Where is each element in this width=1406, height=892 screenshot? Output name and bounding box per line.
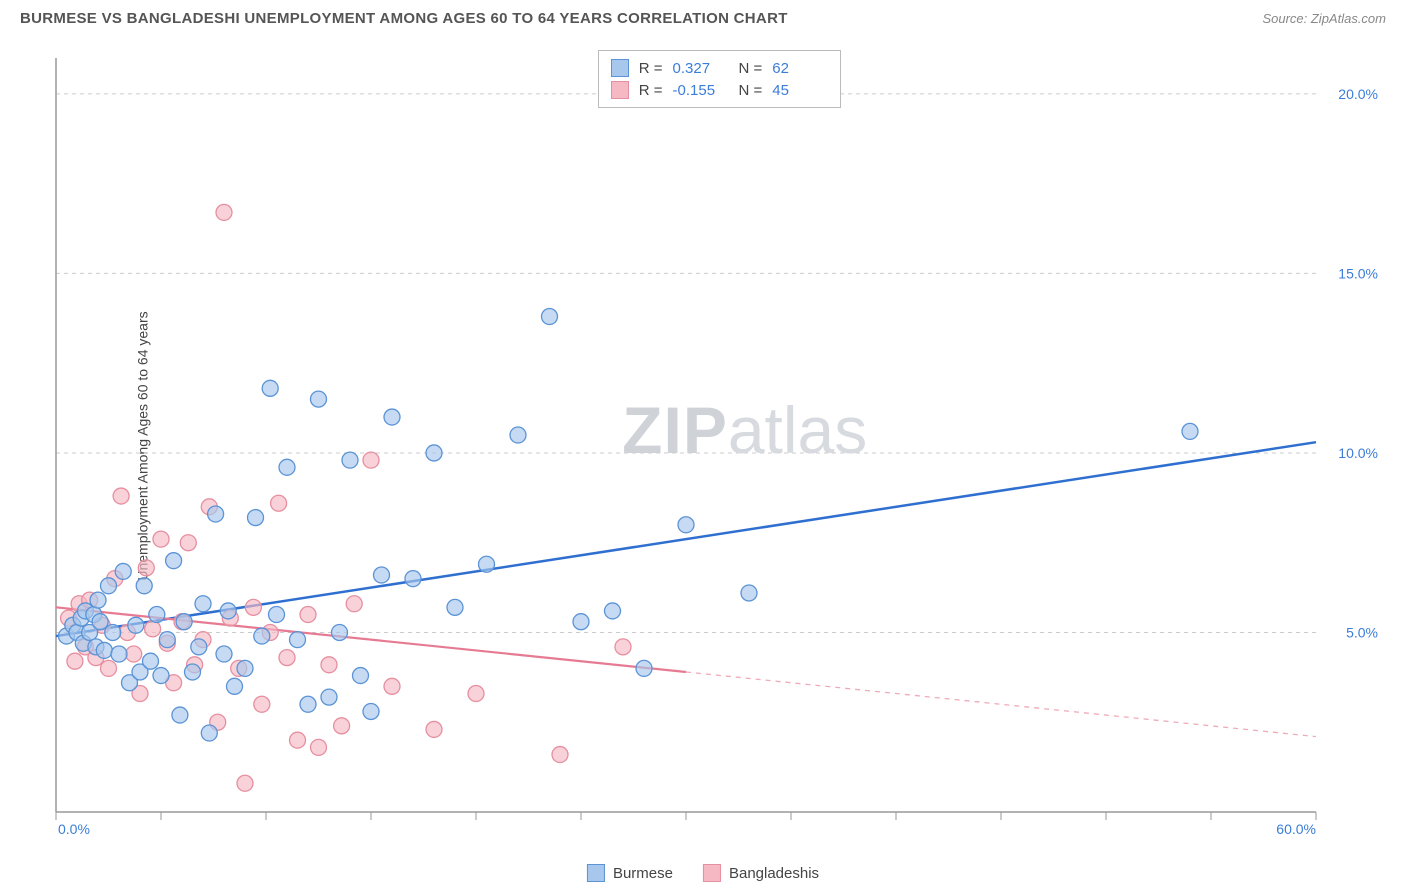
swatch-pink-icon bbox=[703, 864, 721, 882]
svg-text:0.0%: 0.0% bbox=[58, 821, 90, 837]
legend-label: Burmese bbox=[613, 865, 673, 882]
chart-area: 5.0%10.0%15.0%20.0%0.0%60.0% ZIPatlas R … bbox=[50, 50, 1386, 842]
svg-text:10.0%: 10.0% bbox=[1338, 445, 1378, 461]
stats-row-bangladeshi: R = -0.155 N = 45 bbox=[611, 79, 829, 101]
svg-text:5.0%: 5.0% bbox=[1346, 624, 1378, 640]
chart-source: Source: ZipAtlas.com bbox=[1262, 11, 1386, 26]
svg-text:15.0%: 15.0% bbox=[1338, 265, 1378, 281]
legend-item-bangladeshi: Bangladeshis bbox=[703, 864, 819, 882]
legend-label: Bangladeshis bbox=[729, 865, 819, 882]
svg-text:60.0%: 60.0% bbox=[1276, 821, 1316, 837]
swatch-blue-icon bbox=[587, 864, 605, 882]
scatter-plot-svg: 5.0% 10.0% 15.0% 20.0% 0.0% 60.0% bbox=[50, 50, 1386, 842]
correlation-stats-box: R = 0.327 N = 62 R = -0.155 N = 45 bbox=[598, 50, 842, 108]
swatch-pink-icon bbox=[611, 81, 629, 99]
chart-header: BURMESE VS BANGLADESHI UNEMPLOYMENT AMON… bbox=[0, 0, 1406, 33]
stats-row-burmese: R = 0.327 N = 62 bbox=[611, 57, 829, 79]
chart-title: BURMESE VS BANGLADESHI UNEMPLOYMENT AMON… bbox=[20, 10, 788, 27]
swatch-blue-icon bbox=[611, 59, 629, 77]
svg-text:20.0%: 20.0% bbox=[1338, 86, 1378, 102]
legend: Burmese Bangladeshis bbox=[587, 864, 819, 882]
legend-item-burmese: Burmese bbox=[587, 864, 673, 882]
